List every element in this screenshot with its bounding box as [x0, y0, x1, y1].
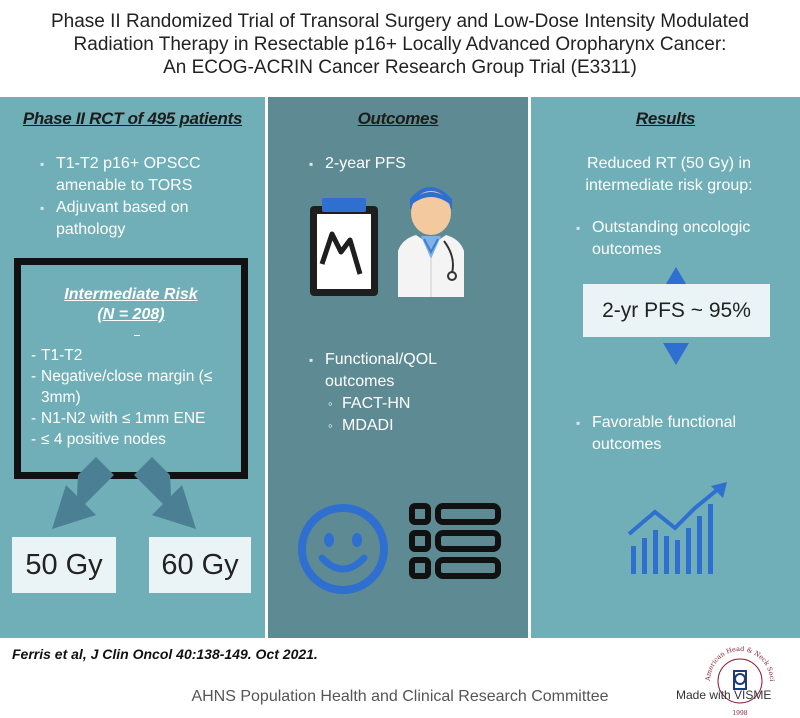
- risk-item: N1-N2 with ≤ 1mm ENE: [31, 408, 205, 429]
- footer-committee: AHNS Population Health and Clinical Rese…: [191, 688, 609, 705]
- intermediate-risk-box: Intermediate Risk (N = 208) T1-T2 Negati…: [14, 258, 248, 479]
- risk-item: Negative/close margin (≤ 3mm): [31, 366, 241, 408]
- title-line-3: An ECOG-ACRIN Cancer Research Group Tria…: [163, 57, 637, 78]
- ahns-logo: American Head & Neck Society 1998: [700, 639, 776, 717]
- oncologic-outcomes-bullet: Outstanding oncologic outcomes: [576, 217, 792, 261]
- title-line-2: Radiation Therapy in Resectable p16+ Loc…: [73, 34, 727, 55]
- outcomes-panel: Outcomes 2-year PFS Functional/QOL outco…: [268, 97, 528, 638]
- smiley-icon: [298, 504, 388, 594]
- svg-text:American Head & Neck Society: American Head & Neck Society: [700, 639, 776, 682]
- title-line-1: Phase II Randomized Trial of Transoral S…: [50, 11, 750, 32]
- intermediate-risk-heading: Intermediate Risk (N = 208): [21, 285, 241, 325]
- svg-text:1998: 1998: [732, 710, 747, 717]
- risk-item: T1-T2: [31, 345, 82, 366]
- risk-heading-line-2: (N = 208): [97, 306, 165, 323]
- separator-dot: [134, 335, 140, 336]
- adjuvant-bullet: Adjuvant based on pathology: [40, 197, 256, 241]
- mdadi-item: MDADI: [328, 415, 393, 437]
- functional-qol-bullet: Functional/QOL outcomes: [309, 349, 485, 393]
- infographic-title: Phase II Randomized Trial of Transoral S…: [0, 10, 800, 79]
- eligibility-bullet: T1-T2 p16+ OPSCC amenable to TORS: [40, 153, 256, 197]
- trial-design-panel: Phase II RCT of 495 patients T1-T2 p16+ …: [0, 97, 265, 638]
- outcomes-heading: Outcomes: [357, 109, 439, 128]
- results-intro: Reduced RT (50 Gy) in intermediate risk …: [585, 155, 753, 194]
- arrow-down-left-icon: [52, 457, 114, 529]
- growth-chart-icon: [627, 482, 727, 574]
- branch-arrows: [52, 457, 196, 529]
- risk-heading-line-1: Intermediate Risk: [64, 286, 198, 303]
- arrow-down-right-icon: [134, 457, 196, 529]
- trial-design-heading: Phase II RCT of 495 patients: [22, 109, 243, 128]
- fact-hn-item: FACT-HN: [328, 393, 411, 415]
- doctor-icon: [398, 187, 464, 297]
- citation: Ferris et al, J Clin Oncol 40:138-149. O…: [12, 646, 318, 662]
- dose-50gy-box: 50 Gy: [12, 537, 116, 593]
- clipboard-chart-icon: [310, 198, 378, 296]
- risk-item: ≤ 4 positive nodes: [31, 429, 166, 450]
- made-with-visme-label: Made with VISME: [676, 688, 772, 702]
- results-panel: Results Reduced RT (50 Gy) in intermedia…: [531, 97, 800, 638]
- results-heading: Results: [635, 109, 696, 128]
- up-down-arrow-icon: [663, 267, 689, 365]
- dose-60gy-box: 60 Gy: [149, 537, 251, 593]
- functional-outcomes-bullet: Favorable functional outcomes: [576, 412, 792, 456]
- checklist-icon: [409, 503, 501, 579]
- pfs-result-box: 2-yr PFS ~ 95%: [583, 284, 770, 337]
- pfs-bullet: 2-year PFS: [309, 153, 406, 175]
